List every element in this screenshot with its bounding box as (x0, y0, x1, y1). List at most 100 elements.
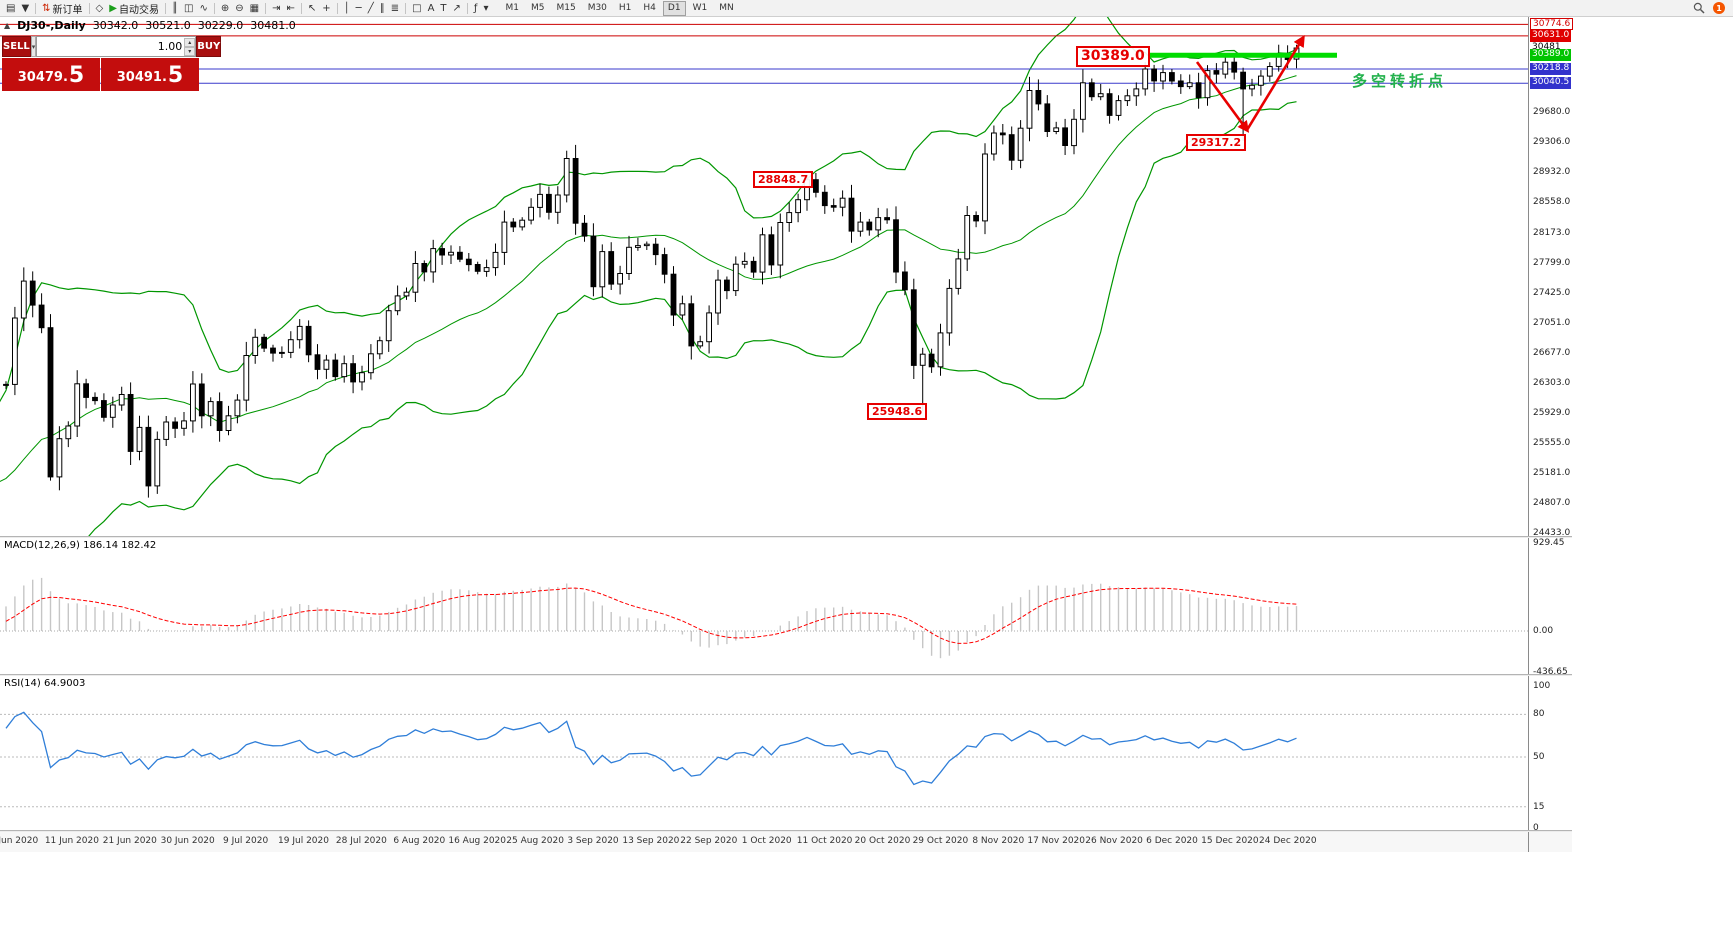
date-axis-label: 3 Sep 2020 (567, 836, 619, 846)
rsi-axis-label: 80 (1533, 709, 1545, 720)
price-annotation-29317.2[interactable]: 29317.2 (1186, 134, 1247, 151)
price-axis-tick: 25929.0 (1533, 407, 1571, 418)
vertical-line-button-icon: │ (343, 2, 350, 14)
profiles-button-icon: ▼ (21, 2, 30, 14)
timeframe-m1[interactable]: M1 (505, 2, 519, 13)
indicators-dropdown-icon: ▾ (483, 2, 489, 14)
indicators-dropdown[interactable]: ▾ (481, 1, 490, 16)
date-axis-label: 1 Oct 2020 (741, 836, 792, 846)
zoom-out-button[interactable]: ⊖ (233, 1, 245, 16)
auto-scroll-button[interactable]: ⇥ (270, 1, 282, 16)
timeframe-d1[interactable]: D1 (662, 0, 686, 16)
chart-shift-button[interactable]: ⇤ (284, 1, 296, 16)
fibonacci-button[interactable]: ≣ (389, 1, 401, 16)
zoom-in-button[interactable]: ⊕ (219, 1, 231, 16)
timeframe-w1[interactable]: W1 (692, 2, 708, 13)
price-axis-tick: 25181.0 (1533, 467, 1571, 478)
date-axis-label: 9 Jul 2020 (222, 836, 269, 846)
macd-indicator-label: MACD(12,26,9) 186.14 182.42 (4, 540, 157, 551)
price-annotation-25948.6[interactable]: 25948.6 (867, 403, 928, 420)
date-axis-label: 21 Jun 2020 (102, 836, 157, 846)
price-axis-tick: 26677.0 (1533, 347, 1571, 358)
buy-price[interactable]: 30491. 5 (101, 58, 199, 91)
sell-price-small: 30479. (17, 70, 68, 85)
crosshair-button[interactable]: + (320, 1, 332, 16)
date-axis-label: 24 Dec 2020 (1259, 836, 1317, 846)
buy-button[interactable]: BUY (196, 36, 222, 57)
timeframe-mn[interactable]: MN (719, 2, 734, 13)
price-axis-tick: 26303.0 (1533, 377, 1571, 388)
candlestick-chart-button[interactable]: ◫ (182, 1, 195, 16)
volume-increase-button[interactable]: ▴ (184, 37, 196, 47)
search-icon[interactable] (1691, 1, 1707, 16)
chart-canvas[interactable] (0, 0, 1545, 856)
channel-button[interactable]: ∥ (378, 1, 387, 16)
profiles-button[interactable]: ▼ (19, 1, 31, 16)
ohlc-open: 30342.0 (92, 19, 139, 32)
time-axis[interactable] (0, 832, 1572, 852)
price-axis-tick: 28932.0 (1533, 167, 1571, 178)
shapes-button[interactable]: □ (410, 1, 423, 16)
turning-point-note[interactable]: 多空转折点 (1352, 72, 1448, 90)
date-axis-label: 6 Aug 2020 (393, 836, 446, 846)
sell-button[interactable]: SELL (2, 36, 31, 57)
timeframe-h1[interactable]: H1 (618, 2, 632, 13)
new-order-button[interactable]: ⇅ 新订单 (40, 1, 84, 16)
toolbar-separator (164, 2, 166, 14)
date-axis-label: 22 Sep 2020 (680, 836, 738, 846)
date-axis-label: 20 Oct 2020 (854, 836, 911, 846)
cursor-button[interactable]: ↖ (306, 1, 318, 16)
price-annotation-28848.7[interactable]: 28848.7 (753, 171, 814, 188)
ohlc-close: 30481.0 (250, 19, 296, 32)
timeframe-m5[interactable]: M5 (530, 2, 545, 13)
new-order-button-icon: ⇅ (42, 2, 51, 14)
date-axis-label: 17 Nov 2020 (1027, 836, 1086, 846)
rsi-axis-label: 50 (1533, 752, 1545, 762)
macd-axis-label: 929.45 (1533, 538, 1565, 548)
timeframe-m15[interactable]: M15 (556, 2, 576, 13)
text-label-button[interactable]: T (438, 1, 448, 16)
new-chart-button[interactable]: ▤ (4, 1, 17, 16)
rsi-axis-label: 0 (1533, 823, 1539, 833)
timeframe-buttons: M1 M5 M15 M30 H1 H4 D1 W1 MN (499, 0, 739, 16)
notification-badge[interactable]: 1 (1713, 2, 1725, 14)
trendline-button[interactable]: ╱ (366, 1, 376, 16)
indicators-button[interactable]: ƒ (472, 1, 480, 16)
price-annotation-30389.0[interactable]: 30389.0 (1076, 46, 1150, 67)
volume-input[interactable] (37, 40, 185, 53)
panel-separator-bottom[interactable] (0, 830, 1572, 832)
line-chart-button[interactable]: ∿ (197, 1, 209, 16)
toolbar-icon-groups: ▤ ▼ ⇅ 新订单 ◇ ▶ 自动交易 ║ ◫ ∿ ⊕ ⊖ ▦ ⇥ ⇤ ↖ + │ ─ ╱ ∥ ≣ □ A T ↗ ƒ ▾ (3, 1, 491, 16)
price-axis-tick: 27425.0 (1533, 287, 1571, 298)
price-badge-30481: 30481 (1532, 42, 1561, 52)
date-axis-label: 11 Oct 2020 (796, 836, 853, 846)
date-axis-label: 30 Jun 2020 (160, 836, 215, 846)
arrows-button[interactable]: ↗ (451, 1, 463, 16)
fibonacci-button-icon: ≣ (390, 2, 400, 14)
volume-decrease-button[interactable]: ▾ (184, 46, 196, 56)
vertical-line-button[interactable]: │ (342, 1, 352, 16)
date-axis-label: 15 Dec 2020 (1201, 836, 1259, 846)
metaeditor-button[interactable]: ◇ (94, 1, 106, 16)
rsi-axis-label: 15 (1533, 801, 1545, 812)
panel-separator-macd[interactable] (0, 536, 1572, 538)
text-button[interactable]: A (426, 1, 437, 16)
price-axis-tick: 24433.0 (1533, 527, 1571, 538)
timeframe-h4[interactable]: H4 (643, 2, 656, 13)
channel-button-icon: ∥ (379, 2, 385, 14)
chart-title: DJ30-,Daily (17, 19, 86, 32)
horizontal-line-button[interactable]: ─ (354, 1, 364, 16)
bar-chart-button[interactable]: ║ (170, 1, 180, 16)
date-axis-label: 16 Aug 2020 (448, 836, 507, 846)
sell-price[interactable]: 30479. 5 (2, 58, 100, 91)
timeframe-m30[interactable]: M30 (587, 2, 607, 13)
tile-windows-button[interactable]: ▦ (248, 1, 261, 16)
panel-separator-rsi[interactable] (0, 674, 1572, 676)
price-axis-tick: 27799.0 (1533, 257, 1571, 268)
volume-preset-dropdown[interactable]: ▾ (30, 36, 37, 57)
macd-axis-label: 0.00 (1533, 626, 1554, 636)
trade-panel-collapse-icon[interactable]: ▲ (4, 21, 11, 30)
autotrading-button[interactable]: ▶ 自动交易 (107, 1, 161, 16)
